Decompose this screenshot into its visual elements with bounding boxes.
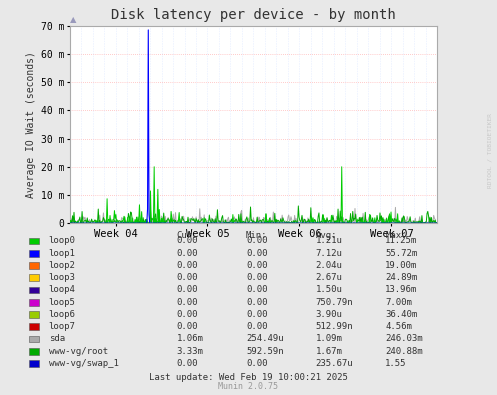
Text: Cur:: Cur: — [176, 231, 198, 240]
Text: 3.90u: 3.90u — [316, 310, 342, 319]
Text: 0.00: 0.00 — [176, 273, 198, 282]
Text: loop0: loop0 — [49, 237, 76, 245]
Text: 1.67m: 1.67m — [316, 347, 342, 356]
Text: 0.00: 0.00 — [246, 322, 267, 331]
Text: Max:: Max: — [385, 231, 407, 240]
Text: 1.50u: 1.50u — [316, 286, 342, 294]
Text: 0.00: 0.00 — [246, 249, 267, 258]
Text: 0.00: 0.00 — [176, 359, 198, 368]
Text: 4.56m: 4.56m — [385, 322, 412, 331]
Text: 2.04u: 2.04u — [316, 261, 342, 270]
Text: 2.67u: 2.67u — [316, 273, 342, 282]
Text: 0.00: 0.00 — [176, 310, 198, 319]
Text: loop4: loop4 — [49, 286, 76, 294]
Text: 24.89m: 24.89m — [385, 273, 417, 282]
Text: loop5: loop5 — [49, 298, 76, 307]
Text: 13.96m: 13.96m — [385, 286, 417, 294]
Text: 0.00: 0.00 — [176, 261, 198, 270]
Text: 750.79n: 750.79n — [316, 298, 353, 307]
Text: 512.99n: 512.99n — [316, 322, 353, 331]
Text: Last update: Wed Feb 19 10:00:21 2025: Last update: Wed Feb 19 10:00:21 2025 — [149, 373, 348, 382]
Text: 0.00: 0.00 — [246, 310, 267, 319]
Text: 1.06m: 1.06m — [176, 335, 203, 343]
Text: 0.00: 0.00 — [176, 322, 198, 331]
Text: 0.00: 0.00 — [246, 286, 267, 294]
Text: sda: sda — [49, 335, 65, 343]
Text: ▲: ▲ — [70, 15, 76, 24]
Text: 240.88m: 240.88m — [385, 347, 423, 356]
Text: 235.67u: 235.67u — [316, 359, 353, 368]
Text: www-vg/root: www-vg/root — [49, 347, 108, 356]
Text: 0.00: 0.00 — [246, 298, 267, 307]
Text: Min:: Min: — [246, 231, 267, 240]
Text: 3.33m: 3.33m — [176, 347, 203, 356]
Text: 55.72m: 55.72m — [385, 249, 417, 258]
Text: loop6: loop6 — [49, 310, 76, 319]
Text: 1.55: 1.55 — [385, 359, 407, 368]
Text: loop7: loop7 — [49, 322, 76, 331]
Text: Avg:: Avg: — [316, 231, 337, 240]
Text: 246.03m: 246.03m — [385, 335, 423, 343]
Text: 0.00: 0.00 — [176, 249, 198, 258]
Text: 0.00: 0.00 — [176, 298, 198, 307]
Text: 0.00: 0.00 — [176, 286, 198, 294]
Text: 7.00m: 7.00m — [385, 298, 412, 307]
Text: loop2: loop2 — [49, 261, 76, 270]
Text: www-vg/swap_1: www-vg/swap_1 — [49, 359, 119, 368]
Text: 592.59n: 592.59n — [246, 347, 284, 356]
Text: 0.00: 0.00 — [176, 237, 198, 245]
Text: 19.00m: 19.00m — [385, 261, 417, 270]
Text: Munin 2.0.75: Munin 2.0.75 — [219, 382, 278, 391]
Title: Disk latency per device - by month: Disk latency per device - by month — [111, 8, 396, 22]
Text: 11.25m: 11.25m — [385, 237, 417, 245]
Text: 0.00: 0.00 — [246, 237, 267, 245]
Text: 36.40m: 36.40m — [385, 310, 417, 319]
Text: 0.00: 0.00 — [246, 359, 267, 368]
Text: loop3: loop3 — [49, 273, 76, 282]
Text: loop1: loop1 — [49, 249, 76, 258]
Text: 0.00: 0.00 — [246, 273, 267, 282]
Text: 1.21u: 1.21u — [316, 237, 342, 245]
Text: 254.49u: 254.49u — [246, 335, 284, 343]
Text: 1.09m: 1.09m — [316, 335, 342, 343]
Text: 0.00: 0.00 — [246, 261, 267, 270]
Text: RDTOOL / TOBIOETIKER: RDTOOL / TOBIOETIKER — [487, 113, 492, 188]
Y-axis label: Average IO Wait (seconds): Average IO Wait (seconds) — [26, 51, 36, 198]
Text: 7.12u: 7.12u — [316, 249, 342, 258]
